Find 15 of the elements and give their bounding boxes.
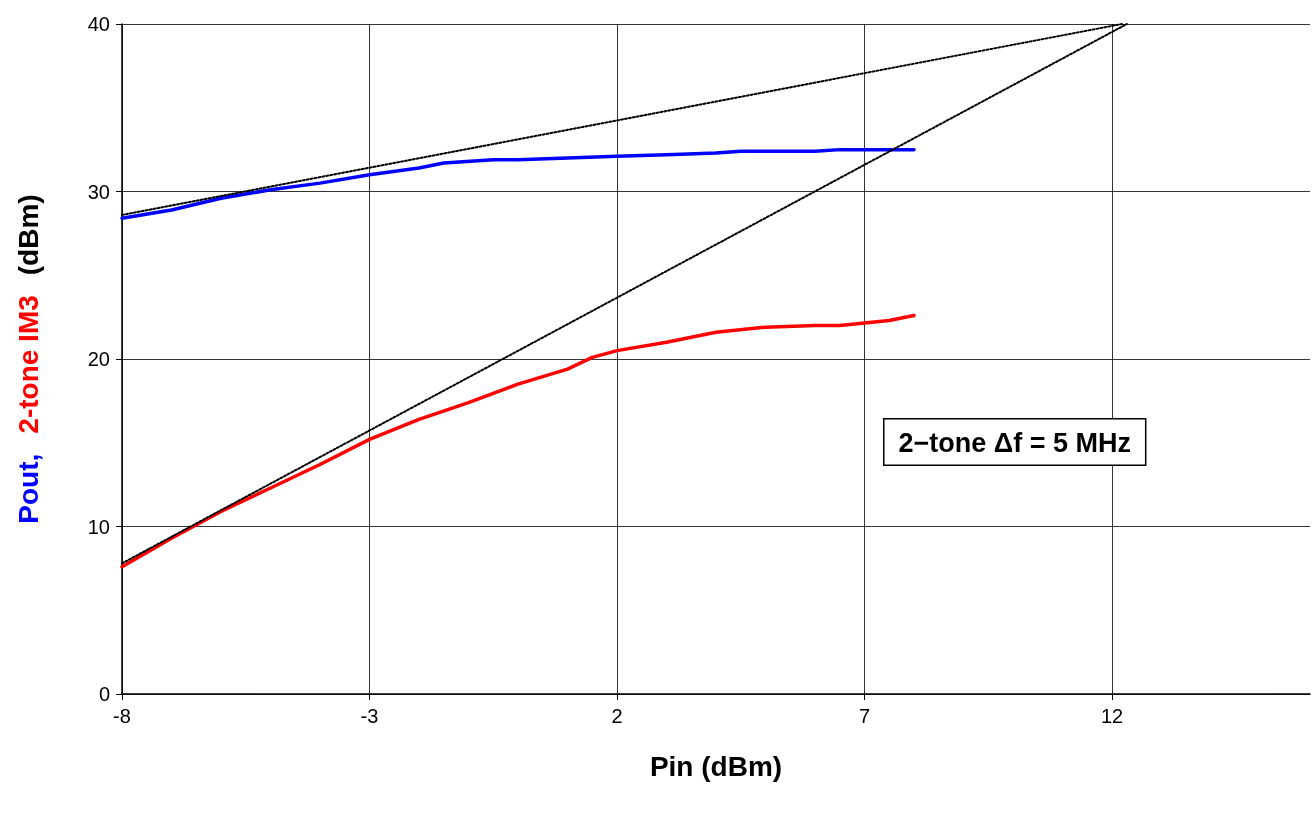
x-tick-label: 7 [858,705,871,727]
text: 2-tone IM3 [12,295,44,434]
x-tick-label: 2 [611,705,623,727]
x-tick-label: -3 [360,705,379,727]
x-tick-label: -8 [113,705,131,727]
y-tick-label: 0 [98,683,110,705]
x-tick-label: 12 [1100,705,1124,727]
y-tick-label: 30 [87,180,110,203]
annotation: 2−tone Δf = 5 MHz [898,428,1131,458]
text: Pout, [12,453,44,524]
y-tick-label: 40 [87,13,110,35]
y-tick-label: 20 [87,348,110,370]
y-axis-title: (dBm) [12,194,44,276]
x-axis-title: Pin (dBm) [649,750,783,782]
y-tick-label: 10 [87,515,110,538]
